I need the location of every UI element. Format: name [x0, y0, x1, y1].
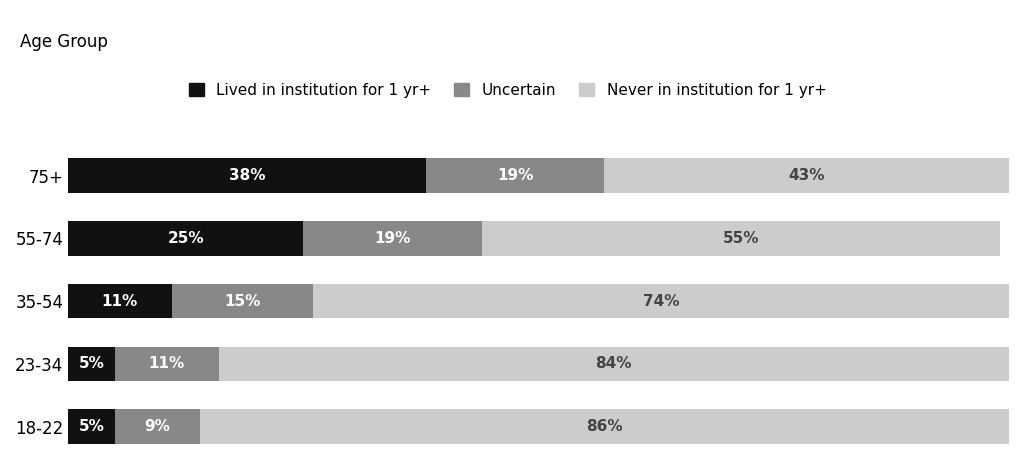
Text: 74%: 74%: [643, 294, 679, 308]
Text: 15%: 15%: [224, 294, 260, 308]
Text: 11%: 11%: [101, 294, 138, 308]
Bar: [115, 347, 219, 381]
Bar: [69, 158, 426, 193]
Bar: [172, 284, 312, 318]
Text: 25%: 25%: [167, 231, 204, 246]
Text: 38%: 38%: [228, 168, 265, 183]
Text: 19%: 19%: [497, 168, 534, 183]
Text: 5%: 5%: [79, 356, 104, 371]
Bar: [482, 221, 999, 255]
Bar: [69, 347, 115, 381]
Text: 9%: 9%: [144, 419, 170, 434]
Text: 11%: 11%: [148, 356, 185, 371]
Text: 5%: 5%: [79, 419, 104, 434]
Text: 43%: 43%: [788, 168, 825, 183]
Bar: [69, 409, 115, 444]
Bar: [426, 158, 604, 193]
Bar: [219, 347, 1009, 381]
Text: 84%: 84%: [596, 356, 632, 371]
Bar: [69, 221, 303, 255]
Text: Age Group: Age Group: [20, 33, 109, 51]
Bar: [69, 284, 172, 318]
Text: 86%: 86%: [586, 419, 623, 434]
Text: 55%: 55%: [723, 231, 759, 246]
Legend: Lived in institution for 1 yr+, Uncertain, Never in institution for 1 yr+: Lived in institution for 1 yr+, Uncertai…: [188, 83, 826, 98]
Bar: [312, 284, 1009, 318]
Bar: [115, 409, 200, 444]
Bar: [604, 158, 1009, 193]
Text: 19%: 19%: [375, 231, 411, 246]
Bar: [200, 409, 1009, 444]
Bar: [303, 221, 482, 255]
